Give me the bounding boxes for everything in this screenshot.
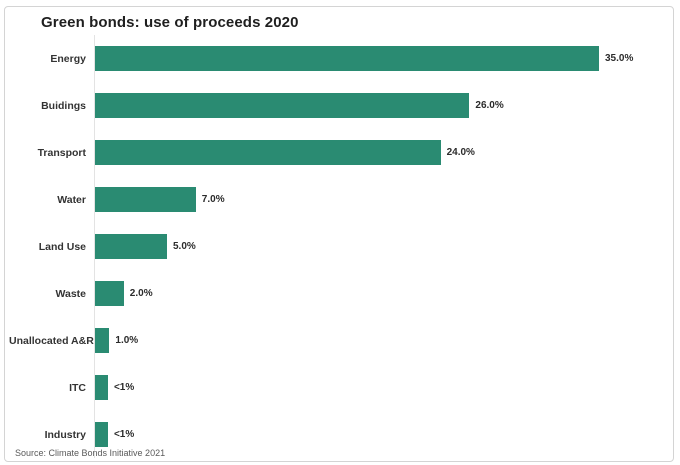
value-label: 2.0% xyxy=(129,288,153,299)
value-label: <1% xyxy=(113,382,135,393)
category-label: Waste xyxy=(55,287,86,300)
chart-title: Green bonds: use of proceeds 2020 xyxy=(41,14,299,31)
plot-area: 2.0% xyxy=(94,270,665,317)
bar-row: Industry <1% xyxy=(9,411,665,458)
category-label: Water xyxy=(57,193,86,206)
plot-area: <1% xyxy=(94,411,665,458)
bar xyxy=(95,234,167,259)
source-caption: Source: Climate Bonds Initiative 2021 xyxy=(15,448,166,458)
bar xyxy=(95,93,470,118)
bar xyxy=(95,46,599,71)
value-label: 26.0% xyxy=(475,100,504,111)
value-label: <1% xyxy=(113,429,135,440)
bar xyxy=(95,375,108,400)
bar xyxy=(95,328,110,353)
value-label: 35.0% xyxy=(605,53,634,64)
chart-card: Green bonds: use of proceeds 2020 Energy… xyxy=(4,6,674,462)
plot-area: 35.0% xyxy=(94,35,665,82)
category-label: Transport xyxy=(37,146,86,159)
value-label: 1.0% xyxy=(115,335,139,346)
plot-area: 1.0% xyxy=(94,317,665,364)
bar-row: Waste 2.0% xyxy=(9,270,665,317)
bar-chart: Energy 35.0% Buidings 26.0% Transport 24… xyxy=(9,35,665,458)
bar-row: Water 7.0% xyxy=(9,176,665,223)
value-label: 7.0% xyxy=(201,194,225,205)
plot-area: 24.0% xyxy=(94,129,665,176)
plot-area: <1% xyxy=(94,364,665,411)
bar xyxy=(95,281,124,306)
bar xyxy=(95,140,441,165)
category-label: Energy xyxy=(50,52,86,65)
bar-row: Land Use 5.0% xyxy=(9,223,665,270)
bar-row: Energy 35.0% xyxy=(9,35,665,82)
bar-row: Buidings 26.0% xyxy=(9,82,665,129)
category-label: Land Use xyxy=(38,240,86,253)
bar-row: Transport 24.0% xyxy=(9,129,665,176)
plot-area: 7.0% xyxy=(94,176,665,223)
plot-area: 5.0% xyxy=(94,223,665,270)
bar-row: Unallocated A&R 1.0% xyxy=(9,317,665,364)
category-label: ITC xyxy=(69,381,86,394)
value-label: 24.0% xyxy=(446,147,475,158)
bar xyxy=(95,187,196,212)
plot-area: 26.0% xyxy=(94,82,665,129)
category-label: Buidings xyxy=(41,99,86,112)
value-label: 5.0% xyxy=(173,241,196,252)
category-label: Industry xyxy=(44,428,86,441)
category-label: Unallocated A&R xyxy=(9,334,94,347)
bar xyxy=(95,422,108,447)
bar-row: ITC <1% xyxy=(9,364,665,411)
